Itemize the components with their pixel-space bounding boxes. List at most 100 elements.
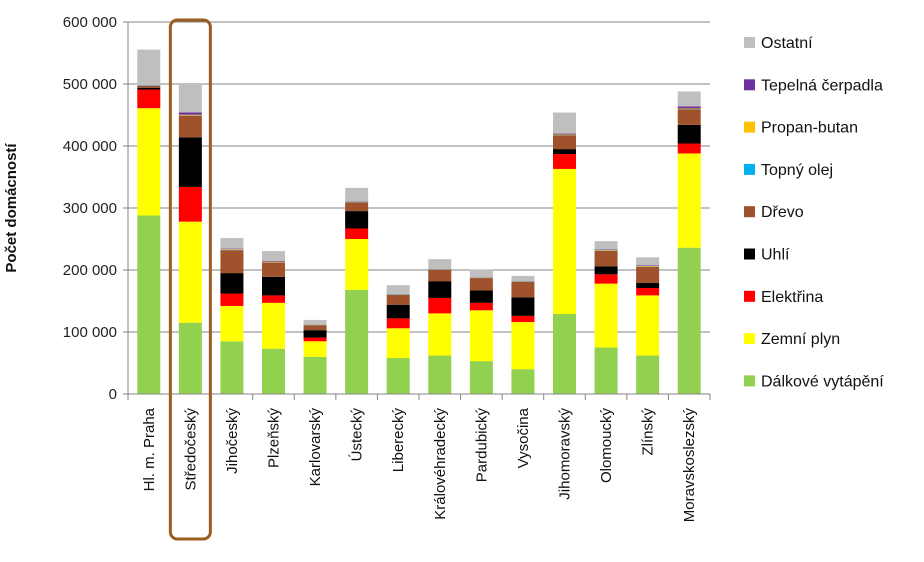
bar-dalkove-vytapeni [428, 355, 452, 394]
bar-uhli [553, 149, 576, 155]
bar-ostatni [428, 259, 452, 270]
bar-dalkove-vytapeni [594, 347, 618, 394]
bar-elektrina [262, 295, 285, 303]
legend-swatch [744, 248, 755, 260]
bar-ostatni [636, 257, 660, 266]
bar-propan-butan [553, 134, 576, 136]
bar-dalkove-vytapeni [220, 341, 244, 394]
bar-ostatni [303, 319, 327, 325]
legend-item-ostatni: Ostatní [744, 35, 813, 52]
legend-swatch [744, 163, 755, 175]
bar-drevo [594, 250, 618, 267]
y-tick-label: 100 000 [63, 324, 117, 341]
highlight-box [168, 18, 212, 541]
x-tick-labels: Hl. m. Praha Středočeský Jihočeský Plzeňský… [127, 394, 711, 522]
bar-elektrina [511, 315, 535, 323]
bar-stack-plzensky [262, 251, 285, 394]
x-tick-label: Liberecký [390, 408, 407, 473]
bar-stack-liberecky [386, 285, 410, 394]
bar-elektrina [137, 89, 161, 109]
bar-tepelna-cerpadla [677, 106, 701, 109]
y-axis-label: Počet domácností [3, 143, 20, 273]
bar-zemni-plyn [677, 153, 701, 248]
bar-dalkove-vytapeni [262, 348, 285, 394]
bar-propan-butan [636, 265, 660, 267]
bar-ostatni [553, 112, 576, 134]
legend-item-topny-olej: Topný olej [744, 162, 833, 179]
bar-drevo [220, 250, 244, 274]
bar-dalkove-vytapeni [386, 358, 410, 394]
bar-drevo [553, 135, 576, 150]
legend-label: Dálkové vytápění [761, 373, 884, 390]
x-tick-label: Královéhradecký [432, 408, 449, 520]
legend-label: Elektřina [761, 289, 823, 306]
bar-ostatni [178, 84, 202, 113]
bar-stack-olomoucky [594, 241, 618, 394]
bar-propan-butan [677, 108, 701, 110]
legend-swatch [744, 290, 755, 302]
bar-ostatni [469, 269, 493, 278]
x-tick-label: Jihočeský [224, 408, 241, 474]
bar-uhli [386, 304, 410, 319]
bar-dalkove-vytapeni [636, 355, 660, 394]
bar-propan-butan [178, 114, 202, 116]
highlight-box-group [168, 18, 212, 541]
bar-elektrina [220, 293, 244, 306]
bar-stack-ustecky [345, 187, 369, 394]
bar-elektrina [303, 337, 327, 342]
bar-stack-stredocesky [178, 84, 202, 394]
legend-swatch [744, 206, 755, 218]
bar-dalkove-vytapeni [137, 215, 161, 394]
bar-zemni-plyn [262, 302, 285, 349]
bar-propan-butan [594, 249, 618, 251]
legend-label: Dřevo [761, 204, 804, 221]
legend: Ostatní Tepelná čerpadla Propan-butan Topný… [744, 35, 884, 390]
bar-propan-butan [220, 249, 244, 250]
legend-label: Propan-butan [761, 120, 858, 137]
bar-ostatni [677, 91, 701, 107]
bar-stack-jihomoravsky [553, 112, 576, 394]
bar-drevo [178, 115, 202, 138]
bar-tepelna-cerpadla [594, 249, 618, 250]
bar-dalkove-vytapeni [553, 314, 576, 394]
bar-stack-vysocina [511, 275, 535, 394]
bar-zemni-plyn [636, 295, 660, 356]
x-tick-label: Plzeňský [266, 408, 283, 469]
bar-stack-karlovarsky [303, 319, 327, 394]
gridlines [128, 21, 710, 333]
legend-label: Tepelná čerpadla [761, 77, 883, 94]
bar-uhli [677, 124, 701, 144]
bar-drevo [636, 266, 660, 284]
legend-item-propan-butan: Propan-butan [744, 120, 858, 137]
x-tick-label: Zlínský [640, 408, 657, 456]
y-tick-label: 600 000 [63, 14, 117, 31]
bar-zemni-plyn [428, 313, 452, 356]
bar-stack-hl-m-praha [137, 49, 161, 394]
bar-drevo [469, 278, 493, 291]
bar-zemni-plyn [303, 341, 327, 357]
bar-elektrina [178, 186, 202, 222]
bar-ostatni [594, 241, 618, 250]
bar-zemni-plyn [386, 328, 410, 359]
bar-propan-butan [262, 261, 285, 263]
bar-uhli [178, 137, 202, 187]
bar-zemni-plyn [594, 283, 618, 348]
legend-swatch [744, 121, 755, 133]
bar-tepelna-cerpadla [636, 265, 660, 266]
legend-item-elektrina: Elektřina [744, 289, 823, 306]
bar-stack-zlinsky [636, 257, 660, 394]
bar-ostatni [220, 238, 244, 249]
bar-tepelna-cerpadla [178, 112, 202, 115]
bar-elektrina [345, 228, 369, 239]
bar-zemni-plyn [220, 305, 244, 342]
legend-swatch [744, 79, 755, 91]
y-tick-label: 0 [109, 386, 117, 403]
bar-uhli [137, 87, 161, 90]
x-tick-label: Ústecký [349, 408, 366, 462]
bar-elektrina [553, 154, 576, 169]
y-tick-label: 200 000 [63, 262, 117, 279]
x-tick-label: Středočeský [182, 408, 199, 491]
bar-drevo [428, 270, 452, 282]
bar-ostatni [386, 285, 410, 294]
bar-drevo [511, 281, 535, 298]
